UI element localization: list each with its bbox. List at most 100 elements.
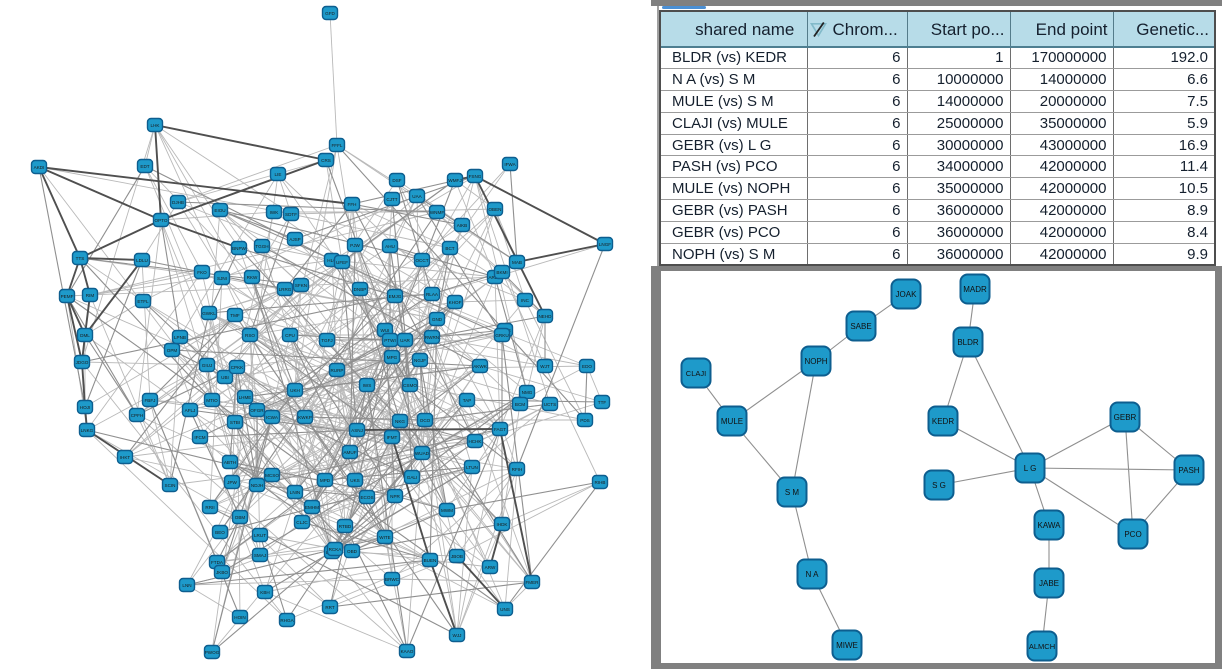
- svg-text:S G: S G: [932, 481, 946, 490]
- svg-text:MPD: MPD: [320, 478, 331, 483]
- svg-text:WUI: WUI: [381, 328, 390, 333]
- svg-text:NMG: NMG: [522, 390, 533, 395]
- svg-text:NPR: NPR: [390, 494, 400, 499]
- svg-text:BCM: BCM: [515, 402, 525, 407]
- svg-text:MAB: MAB: [512, 260, 522, 265]
- svg-text:OBEN: OBEN: [488, 207, 501, 212]
- svg-text:DNBP: DNBP: [354, 287, 367, 292]
- svg-text:UKS: UKS: [350, 478, 359, 483]
- svg-text:AKWK: AKWK: [473, 364, 487, 369]
- svg-text:GALI: GALI: [407, 475, 417, 480]
- svg-text:PJW: PJW: [350, 243, 360, 248]
- svg-text:TGGH: TGGH: [255, 244, 268, 249]
- svg-text:CPFH: CPFH: [131, 413, 144, 418]
- svg-text:LDLU: LDLU: [136, 258, 148, 263]
- svg-text:HLG: HLG: [327, 258, 337, 263]
- svg-text:RWRN: RWRN: [425, 335, 439, 340]
- svg-text:EIOU: EIOU: [214, 208, 225, 213]
- svg-text:GRKU: GRKU: [495, 333, 508, 338]
- svg-text:SJNI: SJNI: [217, 276, 227, 281]
- svg-text:IFMT: IFMT: [387, 435, 398, 440]
- svg-text:SCIN: SCIN: [165, 483, 176, 488]
- svg-text:BRWC: BRWC: [385, 577, 400, 582]
- svg-text:OCO: OCO: [420, 418, 431, 423]
- svg-text:CLAJI: CLAJI: [686, 369, 706, 378]
- svg-text:DJHB: DJHB: [172, 200, 184, 205]
- svg-text:RRII: RRII: [205, 505, 214, 510]
- svg-text:ALMCH: ALMCH: [1029, 642, 1055, 651]
- svg-text:UAR: UAR: [400, 338, 410, 343]
- svg-text:EDO: EDO: [582, 364, 592, 369]
- svg-text:FMER: FMER: [525, 580, 539, 585]
- svg-text:L G: L G: [1024, 464, 1037, 473]
- svg-text:IWS: IWS: [363, 383, 372, 388]
- svg-text:MIWE: MIWE: [836, 641, 858, 650]
- svg-text:KAAO: KAAO: [401, 649, 414, 654]
- svg-text:GWKL: GWKL: [202, 311, 216, 316]
- svg-text:UCTS: UCTS: [544, 402, 557, 407]
- svg-text:UAA: UAA: [412, 194, 422, 199]
- svg-text:RRT: RRT: [325, 605, 335, 610]
- svg-text:MTIO: MTIO: [206, 398, 218, 403]
- svg-text:ASNJ: ASNJ: [351, 428, 363, 433]
- svg-text:RLAA: RLAA: [426, 292, 439, 297]
- svg-text:OPM: OPM: [167, 348, 178, 353]
- svg-text:WMFJ: WMFJ: [448, 178, 461, 183]
- svg-text:RURP: RURP: [330, 368, 343, 373]
- svg-text:JABE: JABE: [1039, 579, 1059, 588]
- svg-text:IWK: IWK: [270, 210, 280, 215]
- svg-text:WJJ: WJJ: [453, 633, 462, 638]
- svg-text:RFIH: RFIH: [512, 467, 523, 472]
- svg-text:AKDI: AKDI: [34, 165, 45, 170]
- svg-text:TTF: TTF: [598, 400, 607, 405]
- svg-text:TAP: TAP: [463, 398, 472, 403]
- svg-text:CJTT: CJTT: [386, 197, 397, 202]
- svg-text:AHU: AHU: [385, 244, 395, 249]
- svg-text:OBD: OBD: [347, 549, 358, 554]
- svg-text:BKMI: BKMI: [496, 270, 507, 275]
- svg-text:ABTH: ABTH: [224, 460, 236, 465]
- svg-text:JOAK: JOAK: [896, 290, 918, 299]
- svg-text:LNGF: LNGF: [599, 242, 611, 247]
- svg-text:NGJF: NGJF: [414, 358, 426, 363]
- svg-text:LPNB: LPNB: [174, 335, 186, 340]
- svg-text:ECOS: ECOS: [360, 495, 373, 500]
- svg-text:GND: GND: [432, 317, 443, 322]
- svg-text:PTWI: PTWI: [384, 338, 395, 343]
- svg-text:DML: DML: [80, 333, 90, 338]
- svg-text:RCKA: RCKA: [329, 547, 343, 552]
- svg-text:CRS: CRS: [321, 158, 331, 163]
- svg-text:IFCM: IFCM: [194, 435, 205, 440]
- svg-text:RTBD: RTBD: [339, 524, 352, 529]
- svg-text:GIUJ: GIUJ: [202, 363, 212, 368]
- svg-text:FBFJ: FBFJ: [145, 398, 156, 403]
- svg-text:EDT: EDT: [140, 164, 149, 169]
- svg-text:AMUF: AMUF: [343, 450, 356, 455]
- svg-text:GFD: GFD: [325, 11, 335, 16]
- svg-text:DSF: DSF: [392, 178, 401, 183]
- svg-text:KWKP: KWKP: [298, 415, 312, 420]
- svg-text:LNN: LNN: [182, 583, 191, 588]
- svg-text:OCCT: OCCT: [415, 258, 428, 263]
- svg-text:KHOF: KHOF: [449, 300, 462, 305]
- svg-text:RKW: RKW: [247, 275, 258, 280]
- svg-text:HOJI: HOJI: [80, 405, 90, 410]
- svg-text:CPKK: CPKK: [231, 365, 244, 370]
- svg-text:TMF: TMF: [230, 313, 240, 318]
- svg-text:KAWA: KAWA: [1038, 521, 1062, 530]
- svg-text:PDS: PDS: [580, 418, 589, 423]
- svg-text:AIKB: AIKB: [457, 223, 467, 228]
- svg-text:FKO: FKO: [197, 270, 207, 275]
- svg-text:RIM: RIM: [86, 293, 95, 298]
- svg-text:PASH: PASH: [1178, 466, 1199, 475]
- svg-text:LNKG: LNKG: [81, 428, 94, 433]
- svg-text:WNMF: WNMF: [430, 210, 444, 215]
- svg-text:EMJG: EMJG: [389, 294, 402, 299]
- svg-text:OFGR: OFGR: [250, 408, 264, 413]
- svg-text:UFEF: UFEF: [336, 260, 348, 265]
- svg-text:FFFL: FFFL: [332, 143, 343, 148]
- svg-text:IFWA: IFWA: [504, 162, 516, 167]
- svg-text:N A: N A: [806, 570, 820, 579]
- svg-text:UKH: UKH: [290, 388, 300, 393]
- svg-text:TGFJ: TGFJ: [321, 338, 332, 343]
